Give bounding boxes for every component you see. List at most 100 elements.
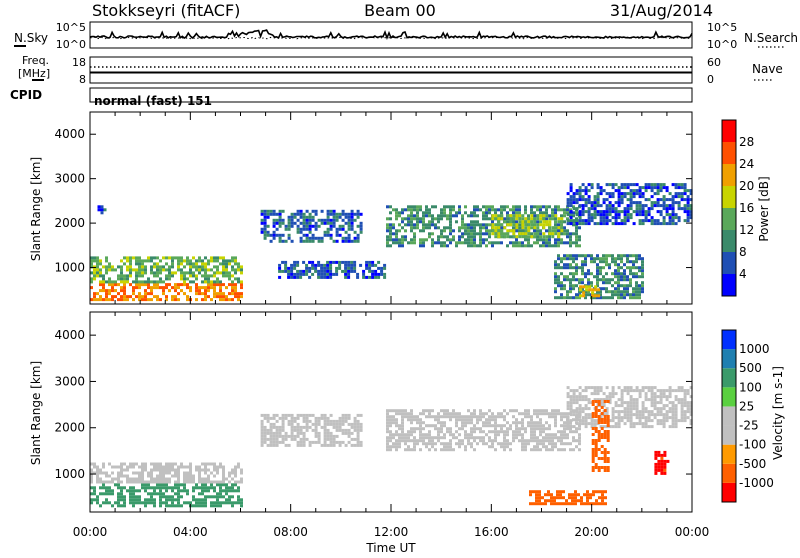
range-gate-cell	[563, 266, 566, 270]
range-gate-cell	[278, 215, 282, 219]
range-gate-cell	[608, 398, 612, 402]
range-gate-cell	[419, 412, 422, 416]
range-gate-cell	[213, 468, 216, 472]
range-gate-cell	[641, 422, 645, 426]
range-gate-cell	[545, 409, 548, 413]
range-gate-cell	[557, 235, 561, 239]
range-gate-cell	[650, 195, 654, 199]
range-gate-cell	[569, 442, 572, 446]
range-gate-cell	[602, 201, 606, 205]
range-gate-cell	[192, 486, 195, 490]
range-gate-cell	[201, 462, 204, 466]
range-gate-cell	[614, 183, 618, 187]
range-gate-cell	[482, 415, 485, 419]
range-gate-cell	[317, 422, 321, 426]
range-gate-cell	[491, 445, 494, 449]
range-gate-cell	[632, 389, 636, 393]
range-gate-cell	[581, 254, 584, 258]
range-gate-cell	[90, 492, 93, 496]
range-gate-cell	[171, 501, 174, 505]
range-gate-cell	[263, 227, 267, 231]
range-gate-cell	[416, 226, 419, 230]
range-gate-cell	[395, 448, 398, 452]
range-gate-cell	[473, 430, 476, 434]
range-gate-cell	[632, 260, 635, 264]
range-gate-cell	[608, 281, 611, 285]
range-gate-cell	[401, 427, 404, 431]
range-gate-cell	[659, 189, 663, 193]
range-gate-cell	[204, 277, 207, 281]
range-gate-cell	[344, 275, 348, 279]
range-gate-cell	[266, 437, 270, 441]
range-gate-cell	[569, 266, 572, 270]
range-gate-cell	[323, 233, 327, 237]
range-gate-cell	[485, 223, 488, 227]
range-gate-cell	[219, 492, 222, 496]
range-gate-cell	[560, 281, 563, 285]
range-gate-cell	[500, 214, 504, 218]
range-gate-cell	[165, 501, 168, 505]
range-gate-cell	[530, 421, 533, 425]
range-gate-cell	[536, 448, 539, 452]
range-gate-cell	[623, 219, 627, 223]
range-gate-cell	[90, 486, 93, 490]
range-gate-cell	[96, 268, 99, 272]
range-gate-cell	[614, 222, 618, 226]
range-gate-cell	[189, 262, 192, 266]
range-gate-cell	[608, 419, 612, 423]
range-gate-cell	[446, 442, 449, 446]
range-gate-cell	[560, 223, 563, 227]
range-gate-cell	[647, 389, 651, 393]
range-gate-cell	[144, 465, 147, 469]
range-gate-cell	[186, 480, 189, 484]
range-gate-cell	[656, 419, 660, 423]
range-gate-cell	[606, 400, 610, 403]
range-gate-cell	[596, 204, 600, 208]
range-gate-cell	[395, 214, 398, 218]
range-gate-cell	[347, 428, 351, 432]
range-gate-cell	[680, 404, 684, 408]
range-gate-cell	[560, 296, 563, 300]
range-gate-cell	[635, 290, 638, 294]
range-gate-cell	[344, 215, 348, 219]
range-gate-cell	[548, 223, 552, 227]
range-gate-cell	[317, 260, 321, 264]
range-gate-cell	[518, 226, 521, 230]
range-gate-cell	[629, 425, 633, 429]
range-gate-cell	[602, 296, 605, 300]
range-gate-cell	[198, 468, 201, 472]
range-gate-cell	[419, 427, 422, 431]
range-gate-cell	[443, 436, 446, 440]
range-gate-cell	[590, 419, 594, 423]
range-gate-cell	[587, 210, 591, 214]
range-gate-cell	[680, 195, 684, 199]
range-gate-cell	[606, 418, 610, 421]
range-gate-cell	[449, 241, 452, 245]
range-gate-cell	[587, 290, 590, 294]
range-gate-cell	[350, 431, 354, 435]
range-gate-cell	[593, 201, 597, 205]
range-gate-cell	[515, 427, 518, 431]
range-gate-cell	[168, 256, 171, 260]
range-gate-cell	[105, 298, 108, 302]
range-gate-cell	[608, 263, 611, 267]
range-gate-cell	[231, 504, 234, 508]
range-gate-cell	[144, 292, 147, 296]
range-gate-cell	[557, 263, 560, 267]
range-gate-cell	[572, 278, 575, 282]
range-gate-cell	[686, 416, 690, 420]
range-gate-cell	[350, 218, 354, 222]
range-gate-cell	[641, 222, 645, 226]
range-gate-cell	[644, 198, 648, 202]
range-gate-cell	[419, 436, 422, 440]
range-gate-cell	[144, 289, 147, 293]
range-gate-cell	[584, 389, 588, 393]
range-gate-cell	[597, 409, 601, 412]
range-gate-cell	[204, 268, 207, 272]
range-gate-cell	[234, 489, 237, 493]
range-gate-cell	[153, 283, 156, 287]
range-gate-cell	[467, 436, 470, 440]
range-gate-cell	[626, 287, 629, 291]
range-gate-cell	[207, 495, 210, 499]
range-gate-cell	[371, 275, 375, 279]
